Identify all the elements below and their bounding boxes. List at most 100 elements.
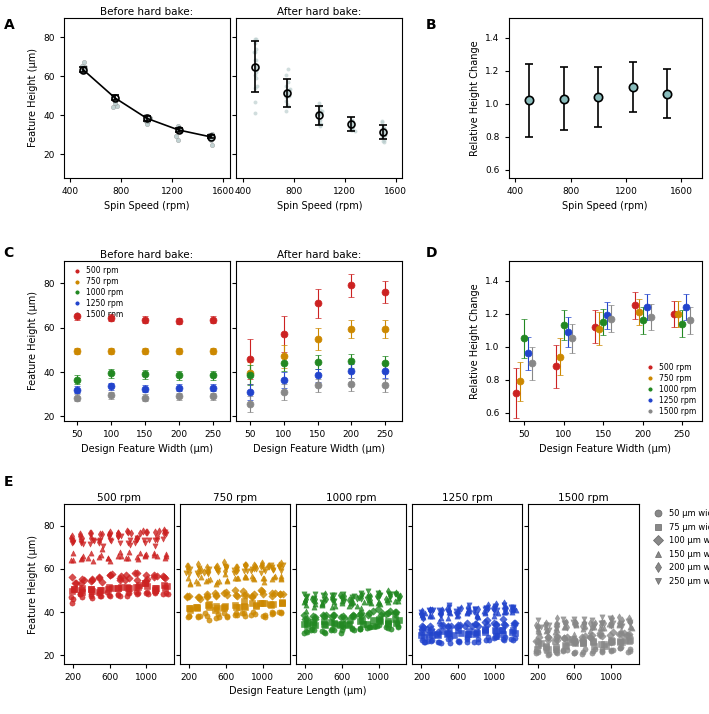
Point [108,95,120,106]
Point [258,588,269,599]
Point [314,108,325,119]
Point [329,618,340,630]
Point [605,617,616,628]
Point [257,572,268,583]
Point [598,622,610,633]
Point [625,615,636,627]
Point [372,591,383,603]
Point [376,126,388,137]
Point [364,608,375,619]
Point [106,583,118,594]
Point [150,526,161,538]
Legend: 500 rpm, 750 rpm, 1000 rpm, 1250 rpm, 1500 rpm: 500 rpm, 750 rpm, 1000 rpm, 1250 rpm, 15… [67,265,125,321]
Point [453,635,464,647]
Point [349,590,360,602]
Point [378,123,389,134]
Point [461,632,472,643]
Point [269,587,281,598]
Point [247,570,258,581]
Point [84,538,95,550]
Point [327,601,338,613]
Point [107,91,118,102]
Point [535,637,547,648]
Point [218,588,230,599]
Point [259,573,270,584]
Point [123,582,134,593]
Point [533,620,545,632]
Point [347,598,358,609]
Point [276,557,287,568]
Point [372,603,384,615]
Point [250,107,261,119]
Point [130,568,141,579]
Point [540,645,552,657]
Point [150,582,162,593]
X-axis label: Design Feature Width (μm): Design Feature Width (μm) [540,445,671,455]
Point [190,601,201,613]
Point [393,615,405,626]
Point [389,606,401,618]
Point [96,543,108,555]
Point [362,619,373,630]
Point [491,630,502,641]
Point [559,622,570,633]
Point [544,648,555,660]
Point [203,565,214,576]
Point [314,114,325,126]
Point [281,80,292,91]
Point [378,129,389,141]
Point [184,578,196,590]
Point [425,610,436,621]
Point [274,559,285,570]
Point [229,609,240,620]
Point [464,625,475,637]
Point [140,548,152,560]
Point [452,605,464,616]
Point [160,526,171,538]
Point [559,617,571,628]
Point [479,603,491,614]
Point [249,563,260,575]
Point [273,561,284,573]
Point [436,613,447,624]
Point [444,608,455,619]
Point [497,613,508,625]
Point [247,606,259,618]
Point [77,65,88,76]
Point [309,612,320,623]
Point [569,633,580,645]
Title: Before hard bake:: Before hard bake: [100,250,194,260]
Point [499,620,510,631]
Point [250,599,262,610]
Point [94,528,106,539]
Point [374,615,385,626]
Point [308,593,319,604]
Point [354,608,366,620]
Point [588,645,599,656]
Point [384,588,395,599]
Point [94,572,105,583]
Point [318,626,330,638]
Point [326,611,337,623]
Point [482,620,493,631]
Point [506,626,518,638]
Point [282,76,294,88]
Point [551,641,562,653]
Point [479,606,491,618]
Point [266,600,277,611]
Point [327,592,338,603]
Point [362,609,374,620]
Point [417,626,428,638]
Point [111,101,123,112]
Point [123,546,135,558]
Point [418,636,430,648]
Point [461,636,472,648]
Point [87,534,99,545]
Point [391,588,402,599]
Point [383,623,394,634]
Point [95,584,106,595]
Point [153,526,164,537]
Point [246,563,257,574]
Point [103,553,114,564]
Point [569,616,581,628]
